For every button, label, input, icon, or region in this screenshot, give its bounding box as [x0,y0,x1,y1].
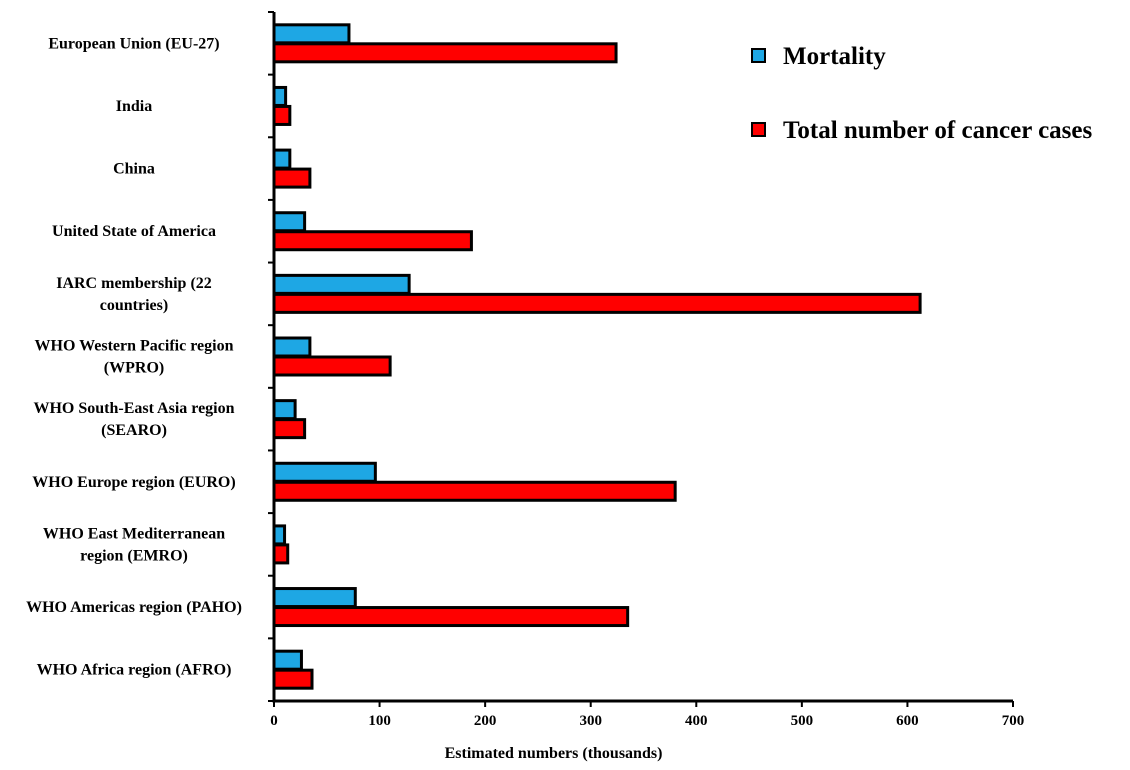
legend-swatch [751,48,766,63]
category-label: WHO East Mediterranean region (EMRO) [43,525,225,564]
mortality-bar [272,23,351,45]
mortality-bar [272,148,292,170]
bars-layer [272,23,922,690]
x-tick-label: 0 [270,713,278,729]
total-cases-bar [272,355,392,377]
x-tick-label: 600 [896,713,919,729]
total-cases-bar [272,104,292,126]
category-label: IARC membership (22 countries) [56,275,212,314]
x-tick-label: 700 [1002,713,1025,729]
total-cases-bar [272,230,473,252]
category-label-line: (SEARO) [101,422,167,439]
category-label-line: WHO Africa region (AFRO) [37,662,232,679]
mortality-bar [272,649,303,671]
mortality-bar [272,461,377,483]
x-tick-label: 300 [579,713,602,729]
total-cases-bar [272,292,922,314]
category-label-line: WHO Americas region (PAHO) [26,599,242,616]
total-cases-bar [272,167,312,189]
mortality-bar [272,85,288,107]
category-label-line: India [116,98,152,115]
category-label-line: China [113,161,155,178]
mortality-bar [272,211,307,233]
category-label-line: IARC membership (22 [56,275,212,292]
category-label: WHO Americas region (PAHO) [26,599,242,616]
category-label: WHO South-East Asia region (SEARO) [33,400,234,439]
total-cases-bar [272,668,314,690]
mortality-bar [272,273,411,295]
mortality-bar [272,587,357,609]
mortality-bar [272,336,312,358]
category-label-line: countries) [100,297,168,314]
category-label-line: (WPRO) [104,360,164,377]
axis-layer: European Union (EU-27) India China United S… [26,11,1025,762]
legend-swatch [751,122,766,137]
category-label-line: region (EMRO) [80,547,188,564]
mortality-bar [272,524,287,546]
category-label: European Union (EU-27) [48,35,219,52]
category-label: WHO Western Pacific region (WPRO) [35,338,234,377]
category-label-line: WHO Western Pacific region [35,338,234,355]
total-cases-bar [272,418,307,440]
legend: Mortality Total number of cancer cases [751,43,1093,144]
category-label: WHO Europe region (EURO) [32,474,235,491]
category-label-line: European Union (EU-27) [48,35,219,52]
category-label-line: WHO Europe region (EURO) [32,474,235,491]
category-label-line: WHO East Mediterranean [43,525,225,542]
total-cases-bar [272,543,290,565]
total-cases-bar [272,606,630,628]
mortality-bar [272,399,297,421]
category-label: India [116,98,152,115]
total-cases-bar [272,480,677,502]
x-axis-label: Estimated numbers (thousands) [445,745,663,762]
x-tick-label: 400 [685,713,708,729]
x-tick-label: 100 [368,713,391,729]
category-label: WHO Africa region (AFRO) [37,662,232,679]
category-label: United State of America [52,223,216,240]
category-label: China [113,161,155,178]
category-label-line: United State of America [52,223,216,240]
x-tick-label: 200 [474,713,497,729]
x-tick-label: 500 [791,713,814,729]
legend-label: Mortality [783,43,886,70]
total-cases-bar [272,42,618,64]
legend-label: Total number of cancer cases [783,117,1093,144]
category-label-line: WHO South-East Asia region [33,400,234,417]
